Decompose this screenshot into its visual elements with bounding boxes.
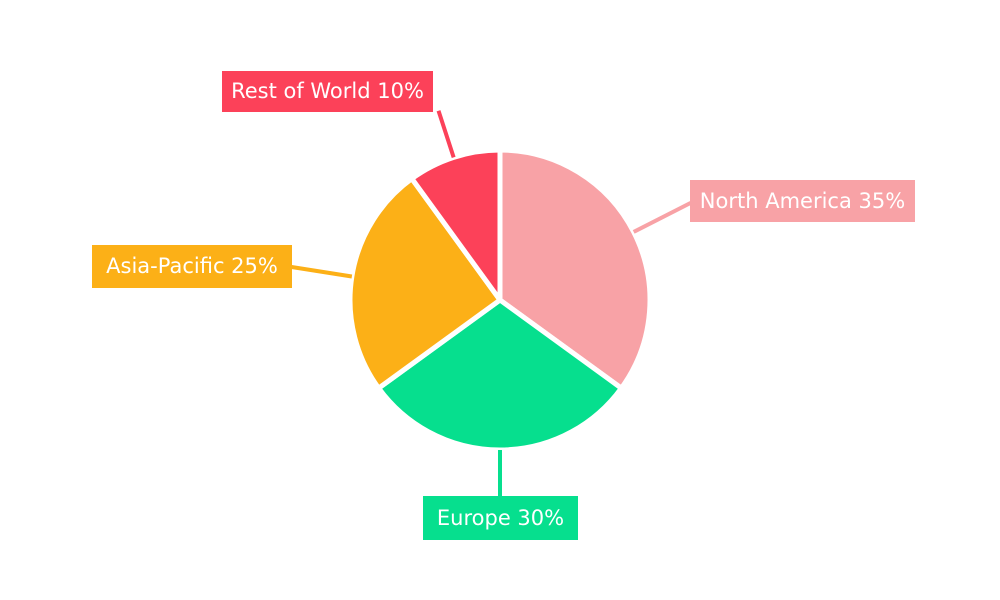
- label-north-america: North America 35%: [690, 180, 915, 222]
- leader-line-north-america: [632, 201, 692, 234]
- pie-slice-north-america[interactable]: [497, 147, 653, 391]
- pie-slice-europe[interactable]: [376, 297, 624, 453]
- label-asia-pacific: Asia-Pacific 25%: [92, 245, 292, 288]
- label-europe: Europe 30%: [423, 496, 578, 540]
- leader-line-asia-pacific: [291, 265, 353, 279]
- leader-line-rest-of-world: [436, 110, 456, 158]
- label-rest-of-world: Rest of World 10%: [222, 71, 433, 112]
- pie-slice-rest-of-world[interactable]: [409, 147, 503, 303]
